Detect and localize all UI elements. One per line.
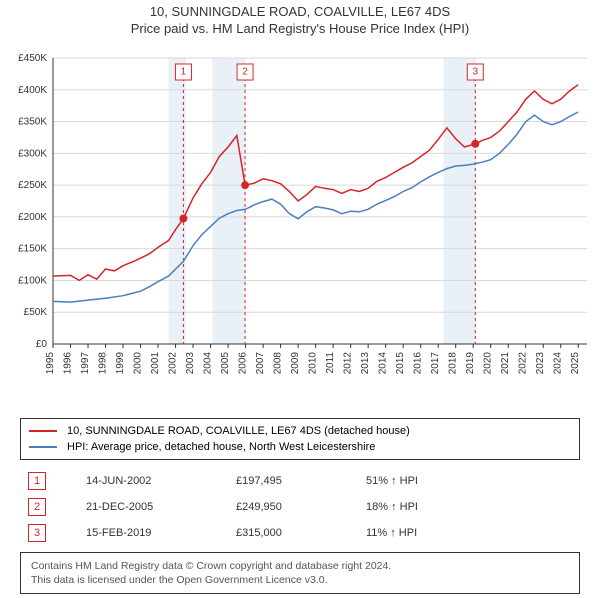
svg-text:1995: 1995 <box>45 352 56 375</box>
svg-text:2025: 2025 <box>570 352 581 375</box>
svg-text:2: 2 <box>242 67 248 78</box>
marker-table-row: 3 15-FEB-2019 £315,000 11% ↑ HPI <box>20 520 580 546</box>
svg-text:2002: 2002 <box>168 352 179 375</box>
footer-licence: This data is licensed under the Open Gov… <box>31 573 569 587</box>
svg-text:2006: 2006 <box>238 352 249 375</box>
marker-badge-2: 2 <box>28 498 46 516</box>
svg-text:2017: 2017 <box>430 352 441 375</box>
svg-text:£50K: £50K <box>24 307 48 318</box>
svg-text:1997: 1997 <box>80 352 91 375</box>
svg-text:2020: 2020 <box>483 352 494 375</box>
legend-item-hpi: HPI: Average price, detached house, Nort… <box>29 439 571 455</box>
svg-text:£200K: £200K <box>18 212 47 223</box>
marker-badge-1: 1 <box>28 472 46 490</box>
svg-text:£150K: £150K <box>18 244 47 255</box>
svg-text:1999: 1999 <box>115 352 126 375</box>
marker-date: 14-JUN-2002 <box>86 475 196 487</box>
svg-text:1: 1 <box>181 67 187 78</box>
svg-text:2000: 2000 <box>133 352 144 375</box>
marker-pct: 11% ↑ HPI <box>366 527 486 539</box>
svg-text:£300K: £300K <box>18 148 47 159</box>
chart-footer: Contains HM Land Registry data © Crown c… <box>20 552 580 594</box>
svg-text:2009: 2009 <box>290 352 301 375</box>
legend-item-property: 10, SUNNINGDALE ROAD, COALVILLE, LE67 4D… <box>29 423 571 439</box>
marker-badge-3: 3 <box>28 524 46 542</box>
marker-pct: 51% ↑ HPI <box>366 475 486 487</box>
legend-swatch-property <box>29 430 57 432</box>
svg-text:1996: 1996 <box>63 352 74 375</box>
svg-text:2013: 2013 <box>360 352 371 375</box>
svg-text:2023: 2023 <box>535 352 546 375</box>
svg-text:1998: 1998 <box>98 352 109 375</box>
footer-copyright: Contains HM Land Registry data © Crown c… <box>31 559 569 573</box>
svg-text:2012: 2012 <box>343 352 354 375</box>
svg-text:2019: 2019 <box>465 352 476 375</box>
svg-text:2010: 2010 <box>308 352 319 375</box>
legend-swatch-hpi <box>29 446 57 448</box>
svg-text:2011: 2011 <box>325 352 336 374</box>
svg-text:2007: 2007 <box>255 352 266 375</box>
svg-text:£400K: £400K <box>18 85 47 96</box>
svg-text:£250K: £250K <box>18 180 47 191</box>
marker-price: £315,000 <box>236 527 326 539</box>
svg-text:2022: 2022 <box>518 352 529 375</box>
marker-pct: 18% ↑ HPI <box>366 501 486 513</box>
svg-text:2004: 2004 <box>203 352 214 375</box>
chart-legend: 10, SUNNINGDALE ROAD, COALVILLE, LE67 4D… <box>20 418 580 460</box>
chart-title-address: 10, SUNNINGDALE ROAD, COALVILLE, LE67 4D… <box>4 4 596 19</box>
svg-text:£350K: £350K <box>18 117 47 128</box>
svg-text:2016: 2016 <box>413 352 424 375</box>
svg-text:£100K: £100K <box>18 275 47 286</box>
svg-text:2014: 2014 <box>378 352 389 375</box>
marker-date: 21-DEC-2005 <box>86 501 196 513</box>
svg-text:£0: £0 <box>36 339 48 350</box>
price-chart: £0 £50K £100K £150K £200K £250K £300K £350K £400… <box>5 42 595 412</box>
marker-date: 15-FEB-2019 <box>86 527 196 539</box>
marker-table: 1 14-JUN-2002 £197,495 51% ↑ HPI 2 21-DE… <box>20 468 580 546</box>
legend-label-hpi: HPI: Average price, detached house, Nort… <box>67 441 375 453</box>
svg-text:2021: 2021 <box>500 352 511 375</box>
svg-text:£450K: £450K <box>18 53 47 64</box>
legend-label-property: 10, SUNNINGDALE ROAD, COALVILLE, LE67 4D… <box>67 425 410 437</box>
svg-text:2001: 2001 <box>150 352 161 375</box>
svg-text:2003: 2003 <box>185 352 196 375</box>
marker-price: £197,495 <box>236 475 326 487</box>
svg-text:3: 3 <box>473 67 479 78</box>
marker-price: £249,950 <box>236 501 326 513</box>
marker-table-row: 2 21-DEC-2005 £249,950 18% ↑ HPI <box>20 494 580 520</box>
svg-text:2008: 2008 <box>273 352 284 375</box>
svg-text:2015: 2015 <box>395 352 406 375</box>
svg-text:2024: 2024 <box>553 352 564 375</box>
svg-text:2018: 2018 <box>448 352 459 375</box>
chart-header: 10, SUNNINGDALE ROAD, COALVILLE, LE67 4D… <box>4 4 596 36</box>
marker-table-row: 1 14-JUN-2002 £197,495 51% ↑ HPI <box>20 468 580 494</box>
svg-text:2005: 2005 <box>220 352 231 375</box>
chart-title-desc: Price paid vs. HM Land Registry's House … <box>4 21 596 36</box>
